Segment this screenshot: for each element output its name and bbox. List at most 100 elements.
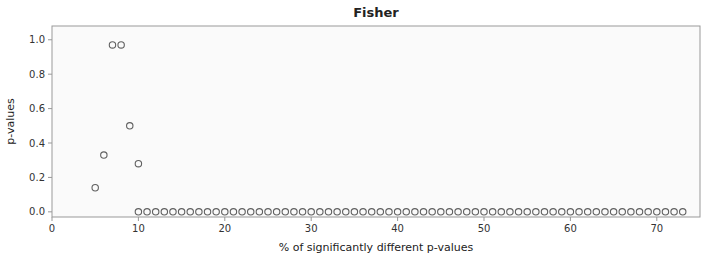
plot-frame: [52, 26, 700, 217]
x-tick-label: 50: [478, 223, 491, 234]
point: [628, 209, 634, 215]
point: [559, 209, 565, 215]
point: [645, 209, 651, 215]
point: [273, 209, 279, 215]
y-tick: [48, 211, 52, 212]
point: [187, 209, 193, 215]
point: [256, 209, 262, 215]
point: [680, 209, 686, 215]
point: [161, 209, 167, 215]
point: [394, 209, 400, 215]
title: Fisher: [353, 5, 399, 20]
y-tick-label: 0.8: [29, 69, 45, 80]
point: [92, 185, 98, 191]
point: [325, 209, 331, 215]
x-tick: [224, 217, 225, 221]
point: [248, 209, 254, 215]
x-tick: [311, 217, 312, 221]
point: [619, 209, 625, 215]
point: [498, 209, 504, 215]
y-tick-label: 0.2: [29, 172, 45, 183]
point: [593, 209, 599, 215]
point: [610, 209, 616, 215]
point: [541, 209, 547, 215]
point: [654, 209, 660, 215]
x-tick: [397, 217, 398, 221]
point: [636, 209, 642, 215]
point: [420, 209, 426, 215]
point: [144, 209, 150, 215]
point: [412, 209, 418, 215]
point: [230, 209, 236, 215]
y-axis-label: p-values: [4, 98, 17, 145]
point: [472, 209, 478, 215]
x-axis-label: % of significantly different p-values: [279, 241, 474, 254]
point: [317, 209, 323, 215]
x-tick-label: 30: [305, 223, 318, 234]
x-tick: [138, 217, 139, 221]
point: [602, 209, 608, 215]
point: [101, 152, 107, 158]
point: [464, 209, 470, 215]
x-tick: [570, 217, 571, 221]
x-tick: [484, 217, 485, 221]
y-tick-label: 0.4: [29, 138, 45, 149]
y-tick: [48, 108, 52, 109]
point: [127, 123, 133, 129]
point: [368, 209, 374, 215]
point: [204, 209, 210, 215]
point: [239, 209, 245, 215]
point: [343, 209, 349, 215]
point: [438, 209, 444, 215]
point: [429, 209, 435, 215]
point: [299, 209, 305, 215]
point: [360, 209, 366, 215]
x-tick-label: 20: [218, 223, 231, 234]
y-tick: [48, 74, 52, 75]
x-tick: [656, 217, 657, 221]
x-tick-label: 60: [564, 223, 577, 234]
point: [178, 209, 184, 215]
point: [351, 209, 357, 215]
point: [584, 209, 590, 215]
point: [135, 209, 141, 215]
x-tick-label: 0: [49, 223, 55, 234]
points: [92, 42, 686, 215]
point: [135, 160, 141, 166]
point: [152, 209, 158, 215]
x-tick: [52, 217, 53, 221]
point: [662, 209, 668, 215]
point: [109, 42, 115, 48]
point: [533, 209, 539, 215]
point: [524, 209, 530, 215]
point: [576, 209, 582, 215]
point: [507, 209, 513, 215]
y-tick-label: 1.0: [29, 34, 45, 45]
point: [386, 209, 392, 215]
y-tick: [48, 177, 52, 178]
x-tick-label: 70: [650, 223, 663, 234]
point: [291, 209, 297, 215]
y-tick-label: 0.6: [29, 103, 45, 114]
point: [446, 209, 452, 215]
chart: 0 10 20 30 40 50 60 70 0.0 0.2 0.4 0.6 0.8 1.0 Fisher%…: [0, 0, 716, 259]
axes: 0 10 20 30 40 50 60 70 0.0 0.2 0.4 0.6 0.8 1.0: [29, 34, 663, 234]
y-tick-label: 0.0: [29, 206, 45, 217]
point: [196, 209, 202, 215]
point: [481, 209, 487, 215]
x-tick-label: 40: [391, 223, 404, 234]
point: [377, 209, 383, 215]
point: [403, 209, 409, 215]
point: [671, 209, 677, 215]
point: [282, 209, 288, 215]
point: [170, 209, 176, 215]
point: [515, 209, 521, 215]
point: [308, 209, 314, 215]
x-tick-label: 10: [132, 223, 145, 234]
point: [489, 209, 495, 215]
point: [222, 209, 228, 215]
y-tick: [48, 39, 52, 40]
point: [265, 209, 271, 215]
point: [455, 209, 461, 215]
point: [118, 42, 124, 48]
